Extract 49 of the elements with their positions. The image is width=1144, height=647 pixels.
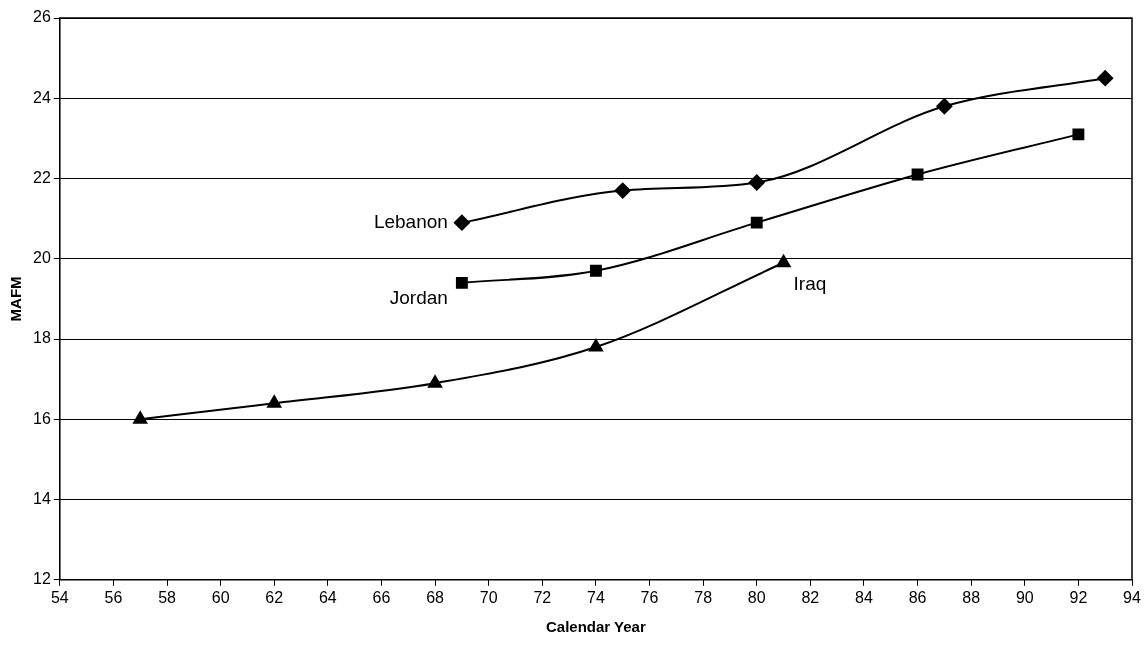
y-tick-label: 22	[33, 168, 51, 186]
x-tick-label: 76	[640, 588, 659, 606]
y-tick-label: 14	[33, 489, 51, 507]
y-axis-title: MAFM	[7, 276, 25, 322]
x-tick-label: 60	[211, 588, 230, 606]
x-tick-label: 90	[1015, 588, 1034, 606]
point	[776, 254, 791, 268]
x-tick-label: 74	[587, 588, 605, 606]
y-tick-label: 18	[33, 329, 51, 347]
point	[588, 339, 603, 352]
y-tick-label: 12	[33, 570, 51, 588]
x-tick-label: 82	[801, 588, 820, 606]
y-tick-label: 26	[33, 8, 51, 26]
point	[589, 264, 602, 277]
y-tick-label: 16	[33, 409, 51, 427]
point	[911, 168, 924, 181]
x-tick-label: 72	[533, 588, 552, 606]
x-tick-label: 62	[265, 588, 284, 606]
x-tick-label: 58	[158, 588, 177, 606]
x-tick-label: 94	[1123, 588, 1141, 606]
point	[133, 411, 148, 424]
x-tick-label: 54	[50, 588, 69, 606]
x-tick-label: 78	[694, 588, 713, 606]
point	[748, 174, 765, 191]
point	[453, 214, 470, 231]
x-tick-label: 92	[1069, 588, 1088, 606]
x-tick-label: 56	[104, 588, 123, 606]
x-tick-label: 64	[318, 588, 337, 606]
point	[455, 276, 468, 289]
y-tick-label: 20	[33, 249, 51, 267]
point	[936, 98, 953, 115]
x-axis-title: Calendar Year	[546, 618, 646, 636]
series-label: Jordan	[389, 287, 448, 309]
point	[750, 216, 763, 229]
point	[1097, 70, 1114, 87]
x-tick-label: 88	[962, 588, 981, 606]
x-tick-label: 68	[426, 588, 445, 606]
x-tick-label: 70	[479, 588, 498, 606]
series-label: Lebanon	[373, 210, 448, 232]
series-label: Iraq	[793, 273, 827, 295]
x-tick-label: 84	[855, 588, 873, 606]
x-tick-label: 80	[747, 588, 766, 606]
point	[428, 375, 443, 388]
x-tick-label: 66	[372, 588, 391, 606]
point	[267, 395, 282, 408]
y-tick-label: 24	[33, 88, 51, 106]
point	[1072, 128, 1085, 141]
point	[614, 182, 631, 199]
x-tick-label: 86	[908, 588, 927, 606]
